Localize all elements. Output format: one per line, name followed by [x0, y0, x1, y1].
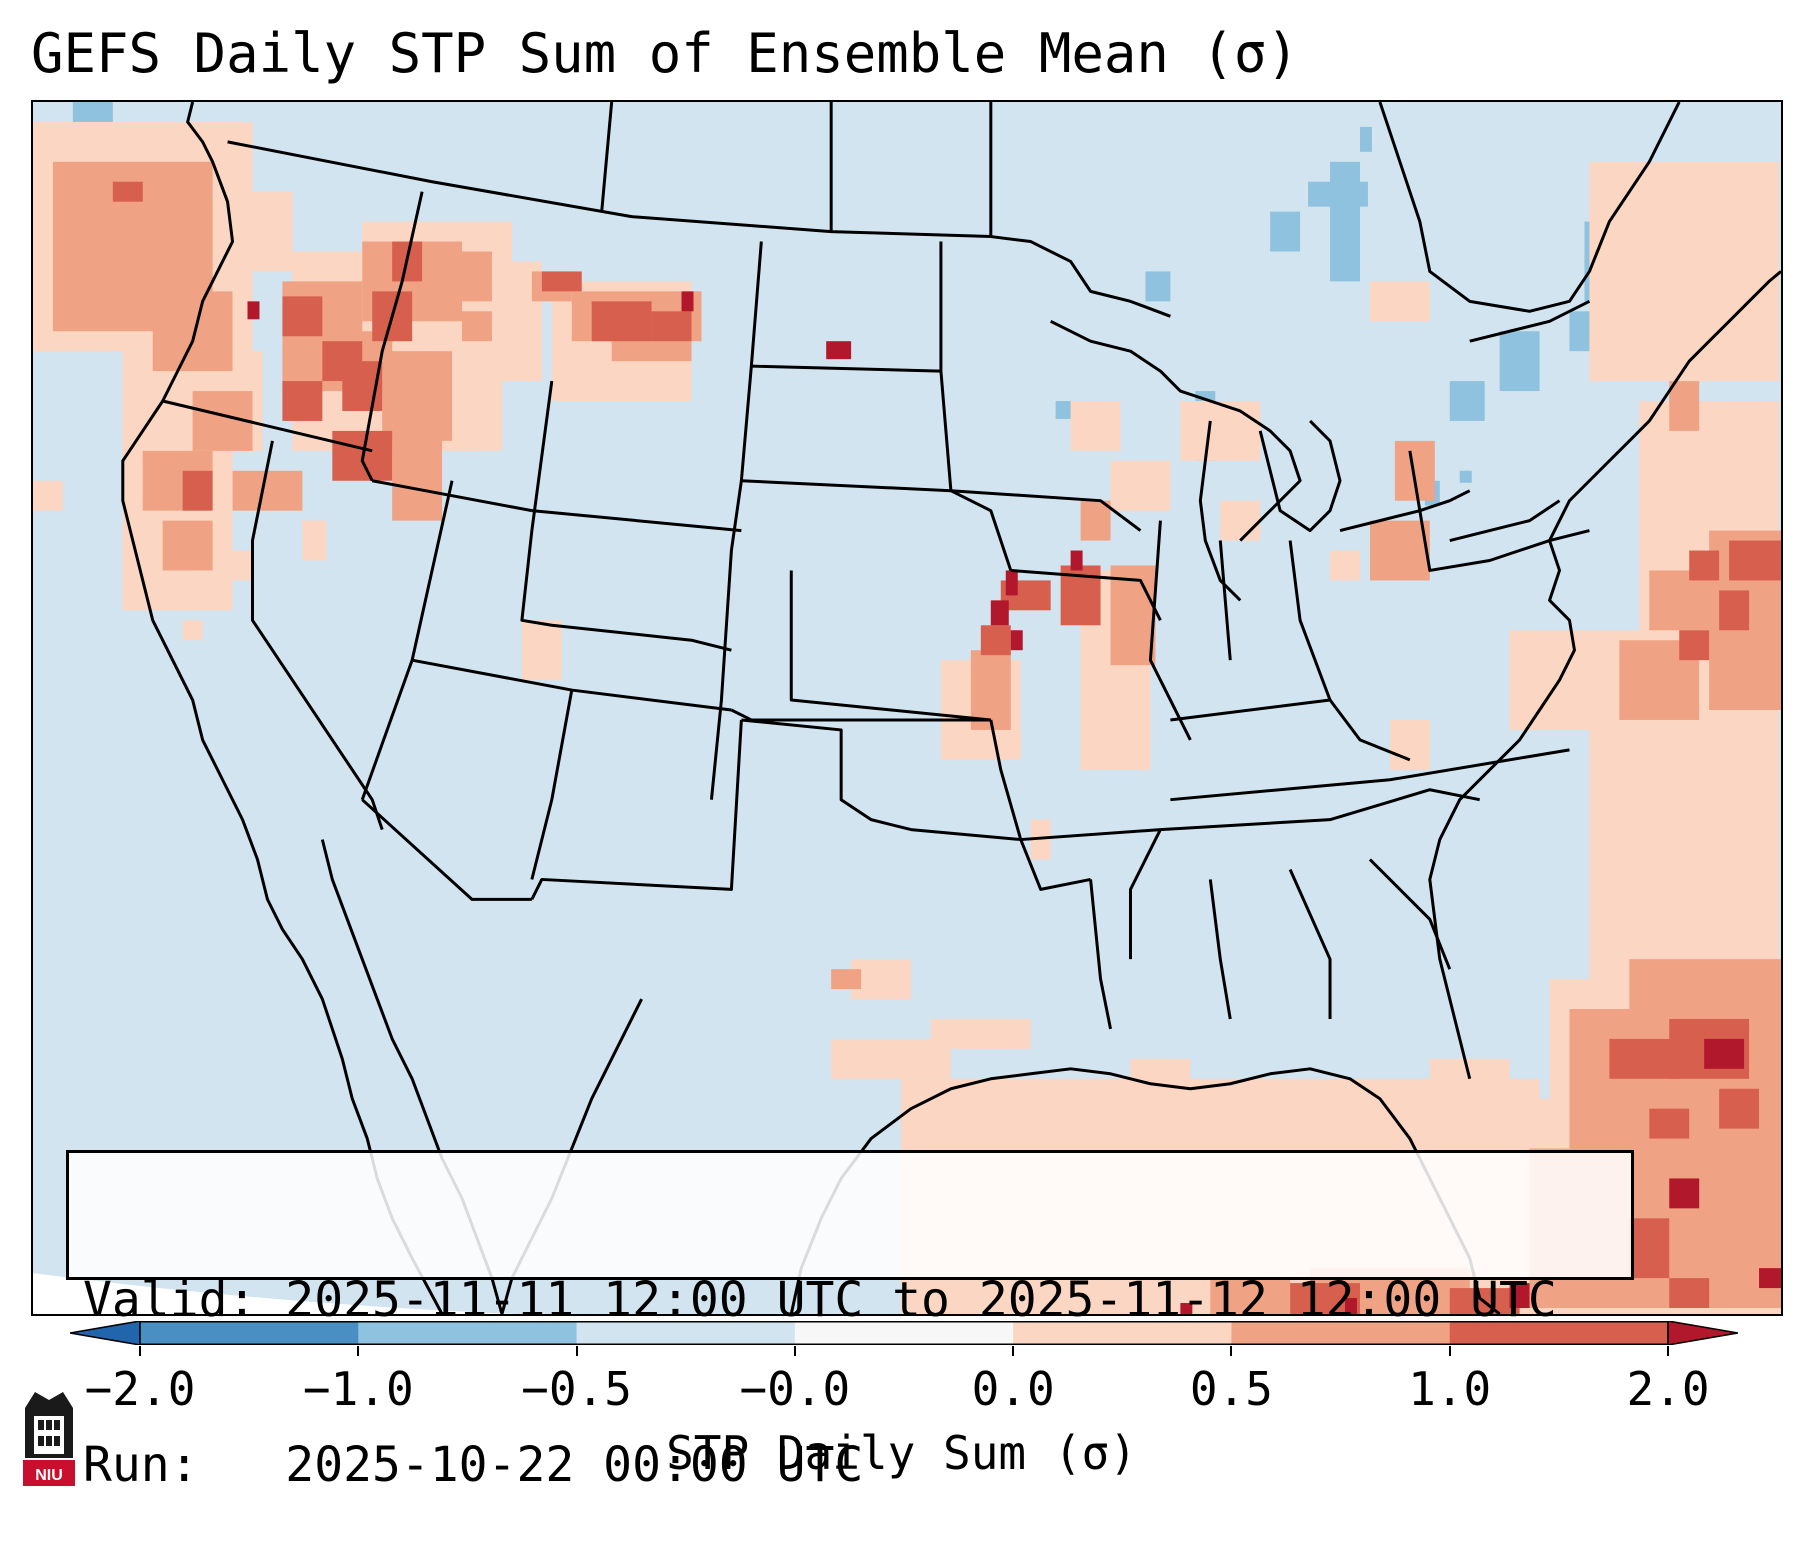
- map-title: GEFS Daily STP Sum of Ensemble Mean (σ): [31, 22, 1299, 85]
- colorbar-tick-mark: [139, 1346, 141, 1356]
- colorbar-tick-labels: −2.0 −1.0 −0.5 −0.0 0.0 0.5 1.0 2.0: [0, 1346, 1803, 1422]
- great-lakes: [1050, 319, 1561, 602]
- colorbar-segment: [358, 1321, 578, 1345]
- colorbar-tick-label: 1.0: [1408, 1362, 1492, 1416]
- colorbar-tick-mark: [1230, 1346, 1233, 1356]
- colorbar-tick-mark: [1448, 1346, 1451, 1356]
- projection-edge: [33, 1273, 517, 1314]
- colorbar-segment: [576, 1321, 796, 1345]
- colorbar-extension-min: [70, 1321, 141, 1345]
- colorbar-tick-mark: [1012, 1346, 1015, 1356]
- niu-logo-band: [23, 1460, 75, 1486]
- valid-run-info-box: Valid: 2025-11-11 12:00 UTC to 2025-11-1…: [66, 1150, 1634, 1493]
- niu-logo: NIU: [23, 1392, 75, 1486]
- colorbar-tick-label: 0.0: [971, 1362, 1055, 1416]
- colorbar-tick-label: 2.0: [1626, 1362, 1710, 1416]
- colorbar: [70, 1321, 1738, 1345]
- colorbar-tick-label: −0.5: [521, 1362, 632, 1416]
- colorbar-tick-label: 0.5: [1189, 1362, 1273, 1416]
- colorbar-tick-label: −2.0: [84, 1362, 196, 1416]
- map-canvas: [33, 102, 1781, 1314]
- political-boundaries: [162, 102, 1681, 1030]
- run-time-text: Run: 2025-10-22 00:00 UTC: [83, 1437, 864, 1493]
- colorbar-tick-mark: [1667, 1346, 1669, 1356]
- colorbar-tick-label: −1.0: [302, 1362, 414, 1416]
- colorbar-segment: [794, 1321, 1014, 1345]
- colorbar-outline: [139, 1321, 1669, 1345]
- colorbar-extension-max: [1667, 1321, 1738, 1345]
- map-panel[interactable]: [31, 100, 1783, 1316]
- colorbar-tick-mark: [575, 1346, 578, 1356]
- extreme-positive-cells: [247, 291, 1781, 1314]
- niu-logo-text: NIU: [35, 1467, 63, 1484]
- colorbar-segment: [1231, 1321, 1451, 1345]
- colorbar-label: STP Daily Sum (σ): [666, 1426, 1137, 1480]
- valid-time-text: Valid: 2025-11-11 12:00 UTC to 2025-11-1…: [83, 1272, 1557, 1328]
- colorbar-tick-label: −0.0: [739, 1362, 851, 1416]
- colorbar-tick-mark: [357, 1346, 360, 1356]
- colorbar-segment: [140, 1321, 359, 1345]
- colorbar-tick-mark: [793, 1346, 796, 1356]
- strong-positive-cells: [112, 181, 1781, 1314]
- colorbar-segment: [1449, 1321, 1669, 1345]
- colorbar-segment: [1013, 1321, 1232, 1345]
